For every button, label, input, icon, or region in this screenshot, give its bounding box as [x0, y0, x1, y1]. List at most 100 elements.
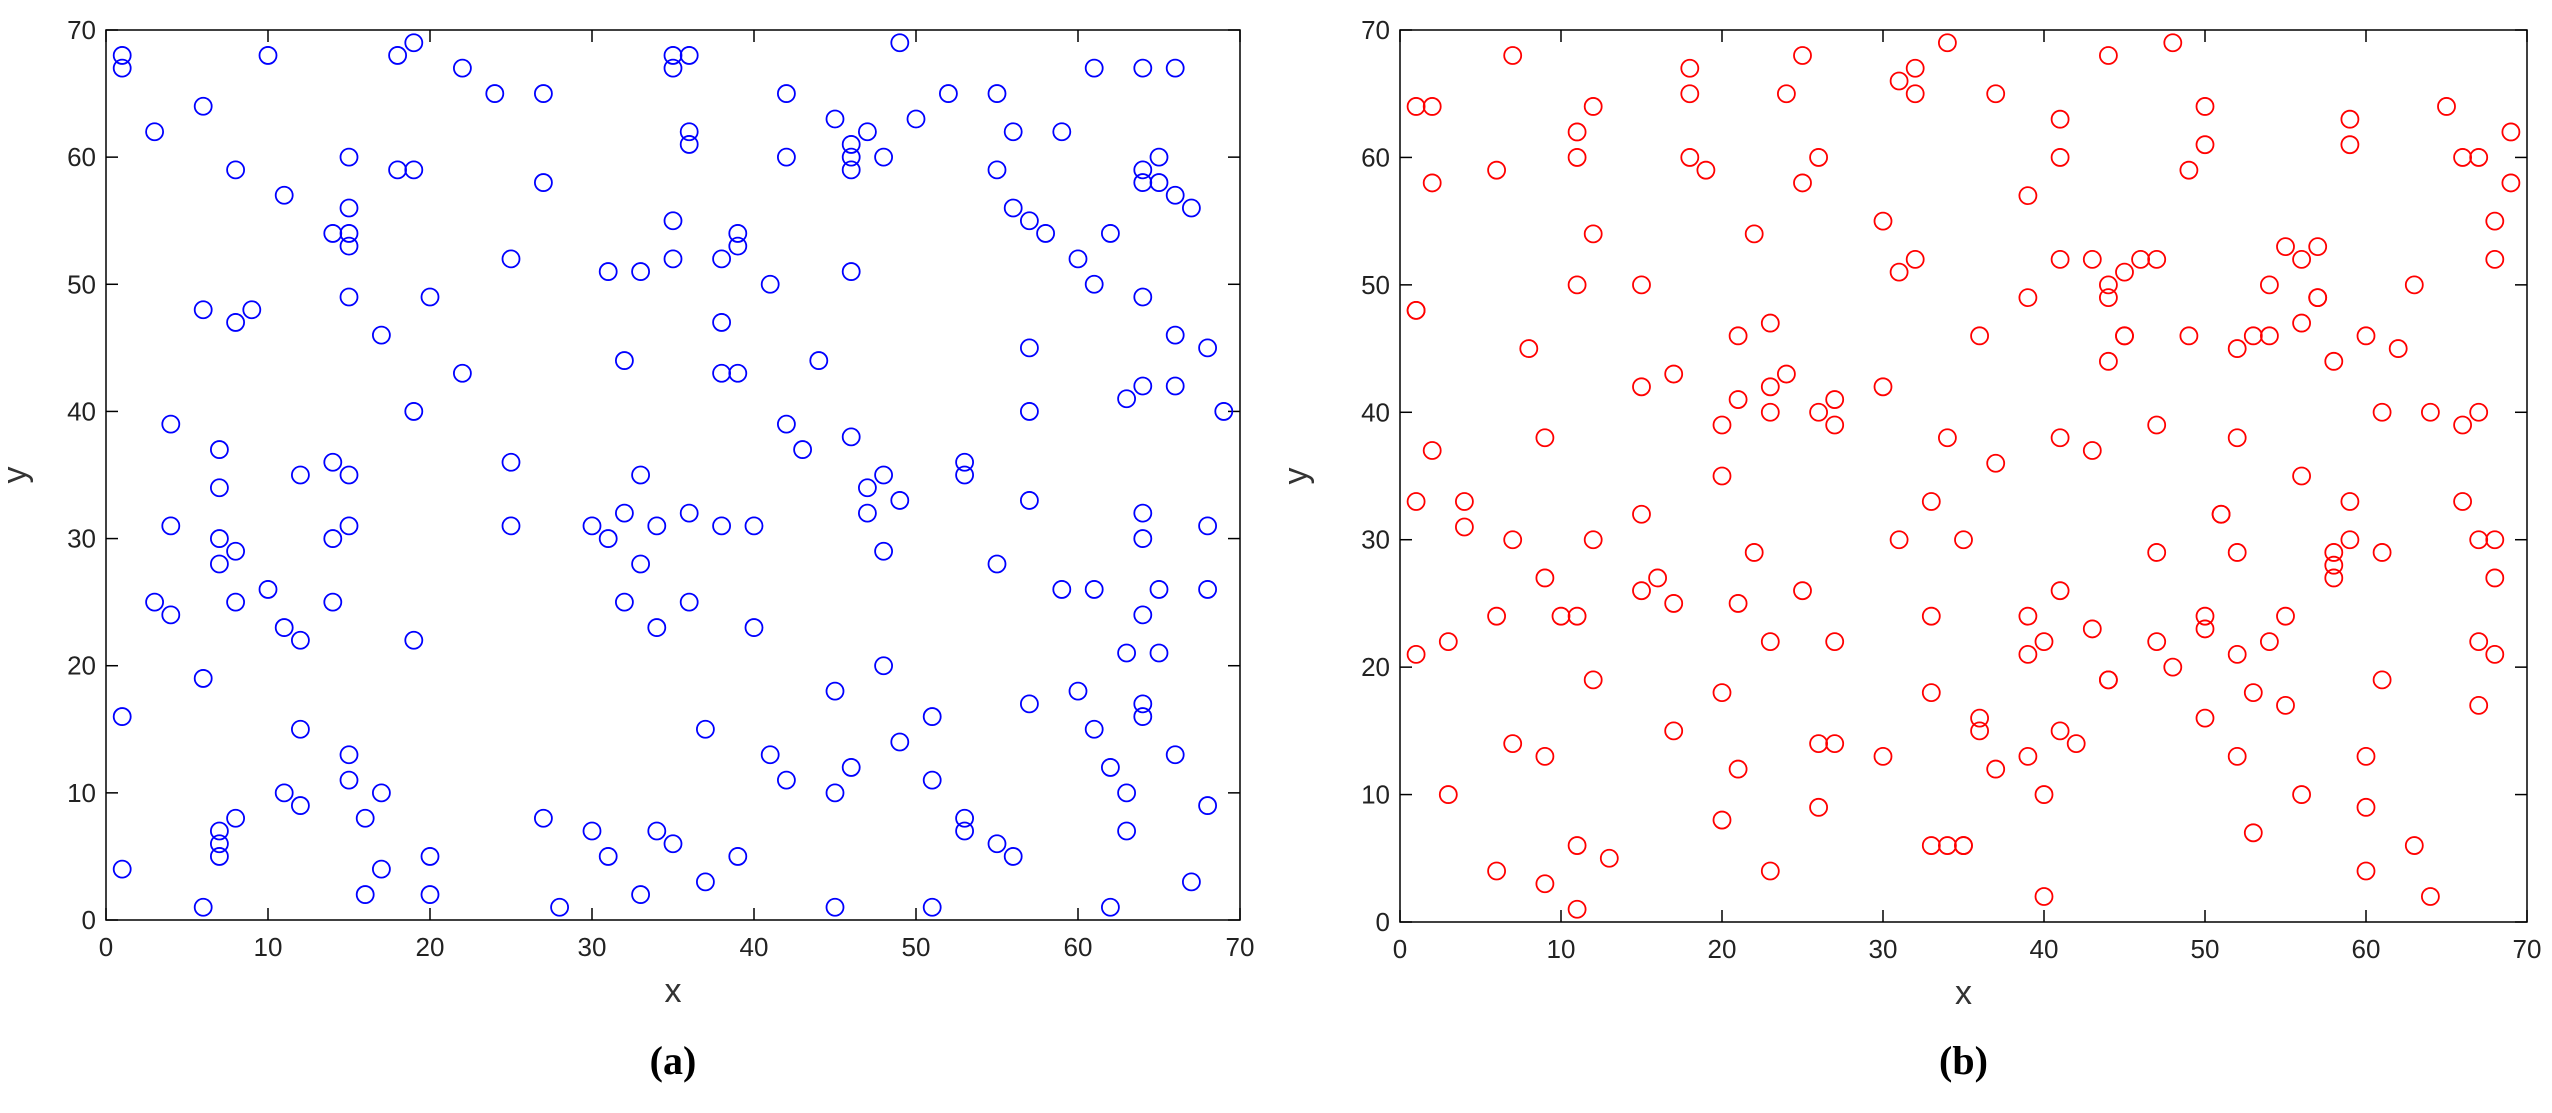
- scatter-point: [1535, 568, 1555, 588]
- scatter-point: [1905, 249, 1925, 269]
- scatter-point: [1020, 694, 1039, 714]
- y-tick-label: 60: [67, 142, 96, 172]
- scatter-point: [1182, 198, 1201, 218]
- scatter-point: [663, 249, 683, 269]
- scatter-point: [728, 236, 748, 256]
- x-tick-label: 30: [1869, 934, 1898, 964]
- scatter-point: [1020, 491, 1039, 510]
- scatter-point: [2163, 657, 2183, 677]
- scatter-point: [2050, 721, 2070, 741]
- scatter-point: [209, 554, 229, 574]
- scatter-point: [1133, 160, 1153, 180]
- scatter-point: [2292, 249, 2312, 269]
- scatter-point: [323, 224, 343, 243]
- scatter-point: [2372, 670, 2392, 690]
- scatter-point: [1938, 836, 1957, 855]
- scatter-point: [1696, 160, 1716, 180]
- scatter-point: [1793, 46, 1812, 65]
- scatter-point: [2050, 581, 2070, 601]
- scatter-point: [1938, 428, 1957, 448]
- scatter-point: [339, 516, 359, 536]
- scatter-point: [744, 516, 764, 536]
- scatter-point: [1873, 211, 1893, 231]
- scatter-point: [631, 465, 650, 485]
- scatter-point: [2115, 326, 2134, 346]
- scatter-point: [2292, 313, 2312, 333]
- scatter-point: [1567, 899, 1587, 919]
- scatter-point: [2227, 746, 2247, 766]
- scatter-point: [112, 707, 132, 726]
- scatter-point: [615, 503, 634, 523]
- scatter-point: [2356, 861, 2376, 881]
- scatter-point: [323, 452, 343, 472]
- scatter-point: [209, 834, 229, 854]
- scatter-point: [2276, 606, 2295, 626]
- scatter-point: [1809, 797, 1828, 817]
- scatter-point: [2501, 122, 2521, 142]
- scatter-point: [1117, 643, 1136, 663]
- scatter-point: [1406, 645, 1426, 664]
- scatter-point: [1551, 606, 1571, 626]
- scatter-point: [1133, 605, 1153, 625]
- scatter-point: [2469, 148, 2489, 167]
- scatter-point: [2292, 466, 2312, 486]
- y-tick-label: 30: [67, 524, 96, 554]
- scatter-point: [145, 592, 165, 612]
- scatter-point: [2050, 148, 2070, 167]
- scatter-point: [485, 84, 505, 103]
- scatter-point: [663, 211, 683, 231]
- scatter-point: [193, 300, 213, 320]
- scatter-point: [744, 618, 764, 637]
- scatter-point: [2324, 543, 2344, 562]
- scatter-point: [2308, 237, 2328, 257]
- scatter-point: [1535, 874, 1555, 894]
- scatter-point: [2243, 326, 2263, 346]
- scatter-point: [2485, 645, 2505, 664]
- scatter-point: [712, 249, 731, 269]
- scatter-point: [404, 33, 424, 53]
- scatter-point: [1165, 745, 1185, 765]
- scatter-point: [1583, 97, 1603, 116]
- scatter-point: [2082, 249, 2102, 269]
- scatter-point: [2115, 262, 2134, 282]
- scatter-point: [404, 160, 424, 180]
- scatter-point: [145, 122, 165, 142]
- scatter-point: [1777, 364, 1796, 384]
- scatter-point: [1825, 734, 1845, 753]
- scatter-point: [2501, 173, 2521, 193]
- scatter-point: [1101, 224, 1120, 243]
- scatter-point: [647, 618, 667, 637]
- scatter-point: [1664, 594, 1684, 613]
- scatter-point: [501, 516, 521, 536]
- scatter-point: [825, 783, 845, 803]
- scatter-point: [2340, 530, 2360, 550]
- scatter-point: [582, 821, 602, 841]
- scatter-point: [420, 847, 440, 866]
- scatter-point: [226, 808, 246, 828]
- scatter-point: [1632, 504, 1651, 524]
- scatter-point: [1101, 897, 1120, 917]
- y-axis-label: y: [0, 467, 34, 484]
- scatter-point: [193, 96, 213, 116]
- scatter-point: [825, 897, 845, 917]
- scatter-point: [1503, 530, 1523, 550]
- x-tick-label: 50: [2191, 934, 2220, 964]
- scatter-point: [1165, 58, 1185, 78]
- scatter-point: [1198, 516, 1217, 536]
- scatter-point: [112, 859, 132, 879]
- scatter-point: [258, 580, 278, 599]
- scatter-point: [712, 516, 731, 536]
- scatter-point: [841, 147, 861, 167]
- scatter-point: [1873, 377, 1893, 397]
- scatter-point: [728, 847, 748, 866]
- scatter-point: [922, 707, 942, 726]
- scatter-point: [339, 745, 359, 765]
- scatter-point: [598, 529, 618, 548]
- scatter-point: [955, 821, 974, 841]
- scatter-point: [452, 363, 472, 383]
- chart-panel-b: 0 10 20 30 40 50 60 70 0 10 20 30 40 50 60 70 x y (b): [1277, 15, 2541, 1083]
- scatter-point: [1149, 580, 1169, 599]
- scatter-point: [841, 262, 861, 281]
- scatter-point: [679, 135, 699, 154]
- scatter-point: [1198, 338, 1217, 358]
